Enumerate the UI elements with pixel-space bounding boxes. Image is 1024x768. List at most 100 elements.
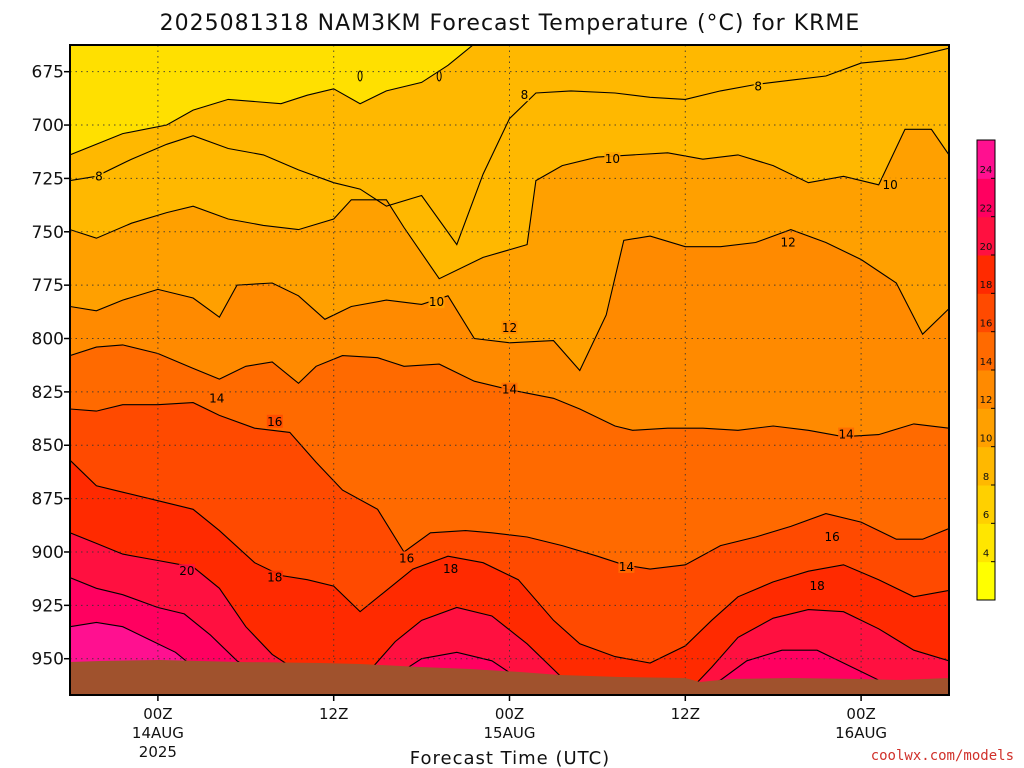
contour-label-bg-12 [266,414,283,428]
x-tick-label: 12Z [671,705,700,723]
y-tick-label: 925 [32,596,64,616]
contour-22 [70,577,949,695]
x-tick-label: 2025 [139,743,177,761]
colorbar-label: 10 [980,434,993,445]
contour-label: 12 [781,235,796,249]
contour-16 [70,402,949,570]
temperature-bands [70,45,949,695]
y-tick-label: 800 [32,330,64,350]
y-tick-label: 750 [32,223,64,243]
y-tick-label: 875 [32,490,64,510]
y-axis: 675 700 725 750 775 800 825 850 875 900 925 950 [32,63,70,670]
contour-label-bg-4 [882,177,899,191]
plot-area: 8 8 8 10 10 10 12 12 14 14 14 14 16 16 16 18 18 18 20 [70,45,949,695]
contour-label: 8 [754,80,762,94]
contour-label: 16 [399,551,414,565]
x-tick-label: 00Z [143,705,172,723]
contour-label-bg-7 [501,320,518,334]
x-tick-label: 00Z [846,705,875,723]
colorbar-swatch [977,523,995,563]
band-6 [70,45,949,155]
y-tick-label: 700 [32,116,64,136]
colorbar-label: 14 [980,357,993,368]
colorbar-swatch [977,216,995,256]
contour-label: 20 [179,564,194,578]
colorbar-swatch [977,293,995,333]
colorbar-swatch [977,255,995,294]
contour-label: 10 [429,295,444,309]
contour-label: 16 [267,415,282,429]
chart-title: 2025081318 NAM3KM Forecast Temperature (… [160,11,861,36]
isolated-contour-1 [436,70,442,82]
colorbar-label: 20 [980,242,993,253]
x-tick-label: 16AUG [835,724,887,742]
credit-text: coolwx.com/models [871,748,1014,764]
colorbar: 4 6 8 10 12 14 16 18 20 22 24 [976,139,996,601]
y-tick-label: 675 [32,63,64,83]
contour-label-bg-6 [780,235,797,249]
contour-20 [70,532,949,695]
colorbar-swatch [977,561,995,601]
contour-label: 14 [502,383,517,397]
colorbar-label: 16 [980,319,993,330]
contour-label-bg-5 [428,295,445,309]
band-18 [70,460,949,695]
contour-label: 8 [521,88,529,102]
contour-label-bg-11 [618,559,635,573]
contour-14 [70,344,949,438]
contour-label: 10 [882,178,897,192]
contour-label-bg-1 [519,88,529,102]
contour-label-bg-15 [266,570,283,584]
contour-label-bg-3 [604,152,621,166]
colorbar-label: 6 [983,510,989,521]
y-tick-label: 725 [32,169,64,189]
contour-label: 14 [209,391,224,405]
colorbar-swatch [977,408,995,448]
y-tick-label: 775 [32,276,64,296]
contour-label: 10 [605,152,620,166]
contour-label-bg-14 [824,530,841,544]
colorbar-label: 8 [983,472,989,483]
contour-label-bg-17 [809,579,826,593]
contour-label: 18 [267,571,282,585]
y-tick-label: 825 [32,383,64,403]
contour-label-bg-0 [94,169,104,183]
y-tick-label: 900 [32,543,64,563]
contour-label: 12 [502,321,517,335]
x-tick-label: 15AUG [484,724,536,742]
x-axis-label: Forecast Time (UTC) [410,748,610,768]
x-tick-label: 00Z [495,705,524,723]
colorbar-label: 12 [980,395,993,406]
colorbar-swatch [977,331,995,371]
y-tick-label: 850 [32,436,64,456]
x-tick-label: 12Z [319,705,348,723]
colorbar-swatch [977,446,995,486]
contour-label-bg-8 [208,391,225,405]
contour-label: 18 [810,579,825,593]
ground-terrain [70,660,949,695]
contour-label-bg-18 [178,564,195,578]
contour-label: 14 [619,560,634,574]
contour-label: 18 [443,562,458,576]
x-tick-label: 14AUG [132,724,184,742]
isolated-contour-0 [357,70,363,82]
contour-label: 14 [839,428,854,442]
colorbar-swatch [977,485,995,524]
colorbar-swatch [977,178,995,218]
contour-label: 16 [824,530,839,544]
contour-labels: 8 8 8 10 10 10 12 12 14 14 14 14 16 16 16 18 18 18 20 [94,79,899,593]
contour-label-bg-16 [442,562,459,576]
contour-8 [70,47,949,246]
contour-label-bg-13 [398,551,415,565]
contour-label-bg-9 [501,382,518,396]
contour-18 [70,459,949,664]
colorbar-label: 18 [980,280,993,291]
gridlines [70,45,949,695]
colorbar-label: 24 [980,165,993,176]
contour-label-bg-2 [753,79,763,93]
y-tick-label: 950 [32,650,64,670]
contour-label: 8 [95,169,103,183]
contour-label-bg-10 [838,427,855,441]
